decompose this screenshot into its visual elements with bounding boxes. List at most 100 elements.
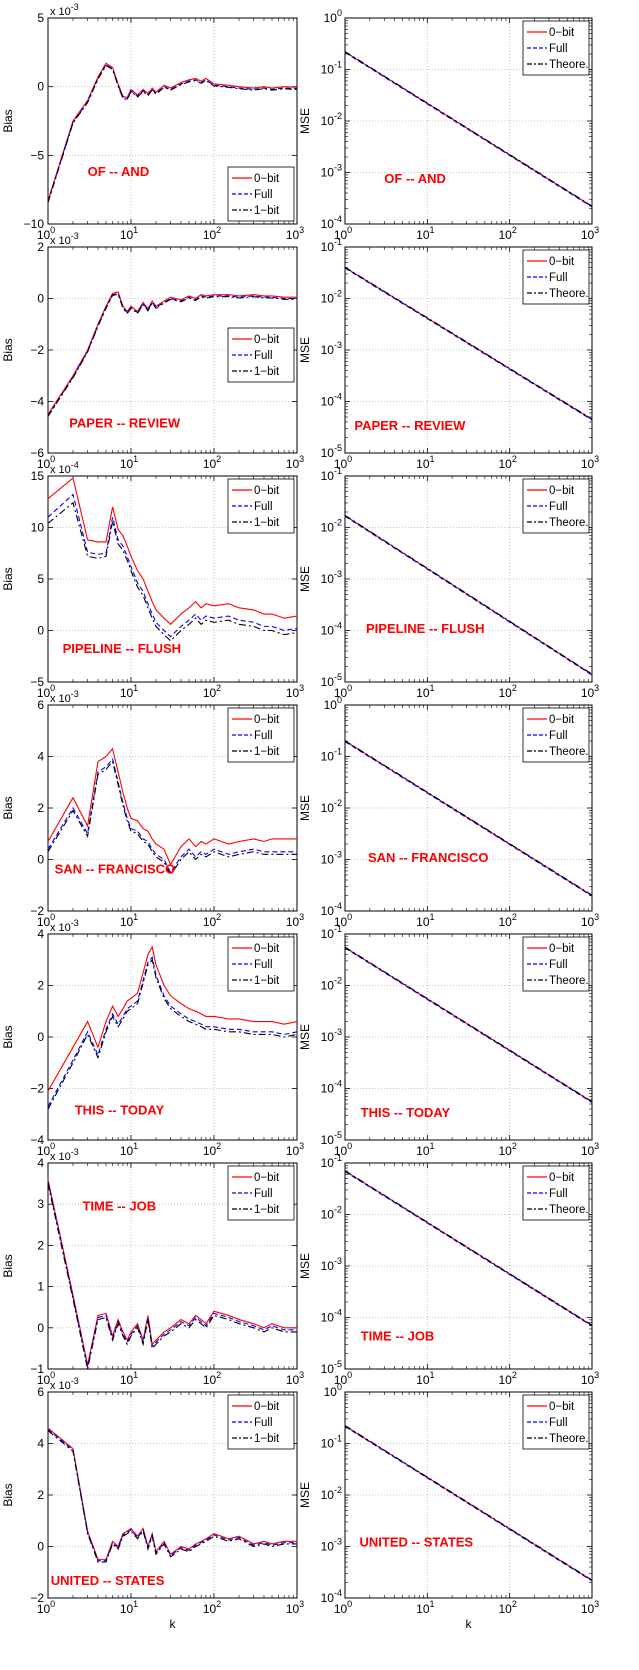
y-tick-label: 0	[37, 292, 44, 306]
x-tick-label: 100	[37, 683, 55, 700]
legend-entry: Full	[549, 730, 568, 742]
y-scale-exponent: x 10-3	[50, 1147, 79, 1163]
y-tick-label: −2	[30, 1082, 44, 1096]
legend-entry: 1−bit	[254, 1204, 280, 1216]
chart-r5-bias: 100 101 102 103 −4 −2 0 2 4 x 10-3 Bias THIS -- TOD…	[1, 918, 304, 1158]
legend-entry: 0−bit	[549, 256, 575, 268]
panel-annotation: OF -- AND	[384, 171, 446, 186]
chart-r1-mse: 100 101 102 103 10-4 10-3 10-2 10-1 100 MSE OF -- …	[298, 8, 599, 242]
series-line-full	[344, 1425, 593, 1582]
y-axis-label: Bias	[1, 567, 15, 590]
y-tick-label: 10-2	[321, 1485, 342, 1502]
legend-entry: 0−bit	[549, 943, 575, 955]
legend-entry: Theore.	[549, 1204, 589, 1216]
y-scale-exponent: x 10-3	[50, 231, 79, 247]
y-tick-label: 10-4	[321, 621, 342, 638]
y-tick-label: 10-1	[321, 924, 342, 941]
x-tick-label: 102	[498, 912, 516, 929]
legend: 0−bit Full Theore.	[522, 478, 590, 534]
legend-entry: Full	[549, 501, 568, 513]
y-tick-label: 4	[37, 1437, 44, 1451]
legend: 0−bit Full Theore.	[522, 1165, 590, 1221]
legend: 0−bit Full 1−bit	[227, 1165, 295, 1221]
series-line-0-bit	[47, 945, 298, 1092]
y-axis-label: Bias	[1, 1483, 15, 1506]
x-tick-label: 101	[416, 683, 434, 700]
y-tick-label: −1	[30, 1362, 44, 1376]
x-tick-label: 101	[416, 1599, 434, 1616]
y-tick-label: 5	[37, 572, 44, 586]
legend: 0−bit Full 1−bit	[227, 327, 295, 383]
x-tick-label: 101	[416, 225, 434, 242]
y-tick-label: 10-3	[321, 850, 342, 867]
x-tick-label: 100	[37, 1370, 55, 1387]
legend: 0−bit Full 1−bit	[227, 478, 295, 534]
y-tick-label: −6	[30, 446, 44, 460]
x-tick-label: 100	[334, 1370, 352, 1387]
y-tick-label: 10-2	[321, 111, 342, 128]
panel-annotation: PIPELINE -- FLUSH	[366, 621, 484, 636]
x-tick-label: 100	[37, 912, 55, 929]
y-tick-label: −4	[30, 1133, 44, 1147]
x-tick-label: 101	[120, 1141, 138, 1158]
legend-entry: 1−bit	[254, 366, 280, 378]
y-scale-exponent: x 10-3	[50, 918, 79, 934]
x-tick-label: 103	[581, 912, 599, 929]
y-tick-label: 10-5	[321, 1130, 342, 1147]
chart-r2-bias: 100 101 102 103 −6 −4 −2 0 2 x 10-3 Bias PAPER -- R…	[1, 231, 304, 471]
y-axis-label: Bias	[1, 1025, 15, 1048]
y-axis-label: Bias	[1, 796, 15, 819]
x-tick-label: 100	[334, 1141, 352, 1158]
x-tick-label: 103	[581, 225, 599, 242]
legend-entry: Full	[254, 959, 273, 971]
legend: 0−bit Full 1−bit	[227, 707, 295, 763]
y-axis-label: MSE	[298, 1024, 312, 1050]
y-tick-label: 10-1	[321, 466, 342, 483]
legend-entry: Theore.	[549, 517, 589, 529]
chart-r3-bias: 100 101 102 103 −5 0 5 10 15 x 10-4 Bias PIPELINE -…	[1, 460, 304, 700]
x-tick-label: 101	[120, 1370, 138, 1387]
y-tick-label: 10-2	[321, 289, 342, 306]
x-tick-label: 100	[334, 912, 352, 929]
y-tick-label: 10-2	[321, 518, 342, 535]
legend-entry: 1−bit	[254, 746, 280, 758]
x-tick-label: 103	[581, 1141, 599, 1158]
series-line-full	[47, 292, 297, 416]
series-line-full	[47, 493, 298, 638]
y-tick-label: −2	[30, 343, 44, 357]
y-scale-exponent: x 10-3	[50, 2, 79, 18]
legend-entry: Theore.	[549, 746, 589, 758]
chart-r1-bias: 100 101 102 103 −10 −5 0 5 x 10-3 Bias OF -- AND 0−…	[1, 2, 304, 242]
y-axis-label: MSE	[298, 1253, 312, 1279]
y-tick-label: 4	[37, 750, 44, 764]
legend-entry: 0−bit	[549, 714, 575, 726]
y-tick-label: 10-3	[321, 569, 342, 586]
y-tick-label: 2	[37, 1488, 44, 1502]
series-line-0-bit	[47, 291, 297, 415]
panel-annotation: UNITED -- STATES	[51, 1573, 165, 1588]
y-tick-label: 10-4	[321, 1588, 342, 1605]
y-tick-label: 10-5	[321, 1359, 342, 1376]
y-tick-label: 0	[37, 1540, 44, 1554]
y-axis-label: MSE	[298, 337, 312, 363]
y-tick-label: 10-3	[321, 340, 342, 357]
y-tick-label: 15	[31, 469, 45, 483]
legend-entry: 0−bit	[254, 1172, 280, 1184]
y-axis-label: MSE	[298, 108, 312, 134]
series-line-0-bit	[47, 747, 297, 866]
series-line-theore	[344, 266, 593, 420]
legend: 0−bit Full 1−bit	[227, 1394, 295, 1450]
x-tick-label: 101	[120, 912, 138, 929]
panel-annotation: OF -- AND	[88, 164, 150, 179]
legend: 0−bit Full 1−bit	[227, 936, 295, 992]
x-tick-label: 101	[416, 1370, 434, 1387]
x-tick-label: 100	[334, 1599, 352, 1616]
x-tick-label: 101	[416, 912, 434, 929]
panel-annotation: SAN -- FRANCISCO	[55, 862, 176, 877]
legend-entry: Theore.	[549, 1433, 589, 1445]
series-line-0-bit	[47, 477, 298, 626]
legend-entry: Full	[549, 959, 568, 971]
x-tick-label: 100	[334, 683, 352, 700]
y-tick-label: 10-1	[321, 1434, 342, 1451]
legend-entry: Full	[254, 350, 273, 362]
